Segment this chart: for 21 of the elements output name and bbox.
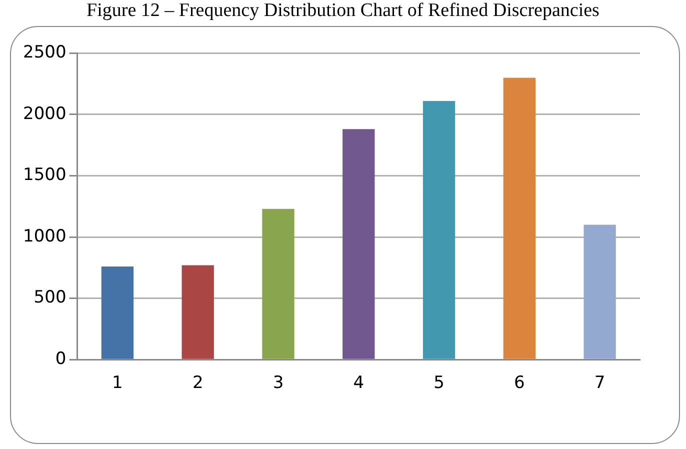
x-tick-label: 7: [594, 373, 606, 394]
bar: [262, 208, 294, 359]
y-tick-label: 1500: [23, 165, 66, 186]
x-tick-label: 2: [192, 373, 204, 394]
bar: [503, 78, 536, 359]
y-tick-label: 500: [34, 288, 66, 308]
bar: [342, 129, 375, 359]
x-tick-label: 4: [353, 373, 364, 394]
y-tick-label: 2000: [23, 104, 66, 124]
x-tick-label: 6: [514, 373, 525, 394]
y-tick-label: 1000: [23, 226, 66, 246]
bar: [101, 266, 134, 359]
bar: [182, 265, 214, 359]
x-tick-label: 3: [272, 373, 284, 394]
y-tick-label: 2500: [23, 42, 66, 63]
bar: [422, 101, 456, 359]
y-tick-label: 0: [55, 349, 66, 370]
chart-title: Figure 12 – Frequency Distribution Chart of Refined Discrepancies: [86, 0, 600, 22]
bar: [584, 224, 616, 359]
x-tick-label: 5: [434, 373, 444, 394]
x-tick-label: 1: [112, 373, 123, 394]
